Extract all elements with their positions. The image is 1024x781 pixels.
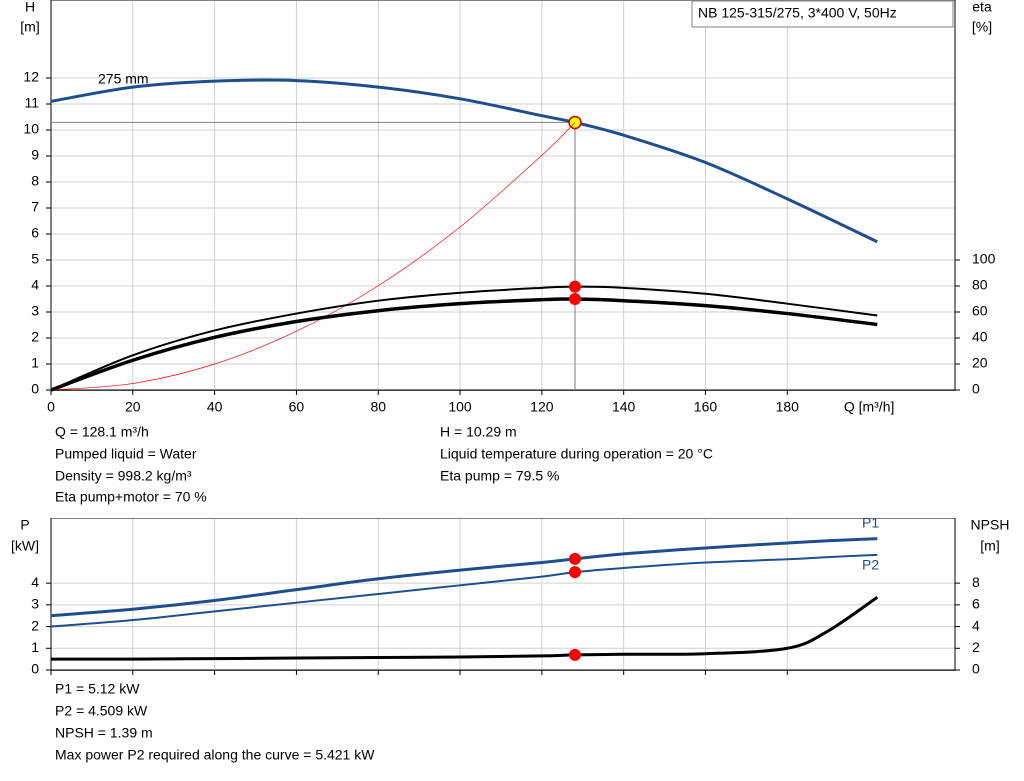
info-text: Q = 128.1 m³/h: [55, 424, 149, 440]
chart-title: NB 125-315/275, 3*400 V, 50Hz: [698, 5, 897, 21]
title-box: [691, 0, 954, 28]
chart-panel: 0 1 2 3 4 0 2 4 6 8 P [kW] NPSH [m] P1 P2 P1 = 5.12 kW P2…: [11, 515, 1009, 763]
operating-point: [568, 648, 581, 661]
x-axis-label: Q [m³/h]: [844, 399, 895, 415]
y-tick-label: 6: [31, 225, 39, 241]
x-tick-label: 120: [530, 399, 554, 415]
info-text: Pumped liquid = Water: [55, 446, 197, 462]
y-tick-label: 5: [31, 251, 39, 267]
y2-tick-label: 60: [972, 303, 988, 319]
operating-point: [568, 293, 581, 305]
y2-tick-label: 0: [972, 381, 980, 397]
y-tick-label: 8: [31, 173, 39, 189]
y-tick-label: 3: [31, 596, 39, 612]
y-tick-label: 9: [31, 147, 39, 163]
curve: [50, 285, 878, 391]
x-tick-label: 20: [125, 399, 141, 415]
y-tick-label: 1: [31, 639, 39, 655]
y-tick-label: 4: [31, 277, 39, 293]
plot-frame: [50, 0, 956, 391]
info-text: Eta pump = 79.5 %: [440, 468, 559, 484]
y2-tick-label: 20: [972, 355, 988, 371]
y2-tick-label: 4: [972, 617, 980, 633]
y2-axis-label: eta: [972, 0, 992, 15]
y2-tick-label: 2: [972, 639, 980, 655]
info-text: Density = 998.2 kg/m³: [55, 468, 192, 484]
y-axis-label: H: [25, 0, 35, 15]
curve: [50, 553, 878, 628]
y2-tick-label: 6: [972, 596, 980, 612]
info-text: Max power P2 required along the curve = …: [55, 747, 375, 763]
y-tick-label: 10: [23, 121, 39, 137]
y-tick-label: 0: [31, 381, 39, 397]
info-text: NPSH = 1.39 m: [55, 725, 153, 741]
x-tick-label: 80: [370, 399, 386, 415]
y2-tick-label: 80: [972, 277, 988, 293]
y-tick-label: 0: [31, 661, 39, 677]
operating-point: [568, 566, 581, 579]
info-text: Liquid temperature during operation = 20…: [440, 446, 713, 462]
y-axis-label: P: [20, 517, 29, 533]
y-tick-label: 4: [31, 574, 39, 590]
y2-tick-label: 0: [972, 661, 980, 677]
y2-tick-label: 8: [972, 574, 980, 590]
info-text: H = 10.29 m: [440, 424, 517, 440]
x-tick-label: 180: [776, 399, 800, 415]
curve: [50, 596, 879, 661]
curve-label: 275 mm: [98, 71, 149, 87]
y-tick-label: 7: [31, 199, 39, 215]
y2-axis-label: [m]: [980, 538, 999, 554]
y-axis-label: [kW]: [11, 538, 39, 554]
info-text: P2 = 4.509 kW: [55, 703, 148, 719]
info-text: P1 = 5.12 kW: [55, 681, 140, 697]
y2-tick-label: 40: [972, 329, 988, 345]
curve-label: P1: [862, 515, 879, 531]
x-tick-label: 0: [47, 399, 55, 415]
y-tick-label: 12: [23, 69, 39, 85]
chart-panel: 0 20 40 60 80 100 120 140 160 1800123456789101112…: [20, 0, 996, 505]
x-tick-label: 40: [207, 399, 223, 415]
y2-tick-label: 100: [972, 251, 996, 267]
y2-axis-label: [%]: [972, 19, 992, 35]
curve: [50, 537, 878, 618]
y-tick-label: 2: [31, 617, 39, 633]
y-tick-label: 1: [31, 355, 39, 371]
y-tick-label: 11: [24, 95, 39, 111]
x-tick-label: 100: [448, 399, 472, 415]
y2-axis-label: NPSH: [971, 517, 1010, 533]
y-tick-label: 3: [31, 303, 39, 319]
operating-point: [568, 280, 581, 293]
info-text: Eta pump+motor = 70 %: [55, 489, 207, 505]
x-tick-label: 160: [694, 399, 718, 415]
curve: [50, 122, 576, 391]
operating-point: [568, 552, 581, 565]
curve: [50, 78, 878, 244]
curve-label: P2: [862, 557, 879, 573]
curve: [50, 297, 878, 392]
x-tick-label: 140: [612, 399, 636, 415]
y-axis-label: [m]: [20, 19, 39, 35]
y-tick-label: 2: [31, 329, 39, 345]
x-tick-label: 60: [289, 399, 305, 415]
